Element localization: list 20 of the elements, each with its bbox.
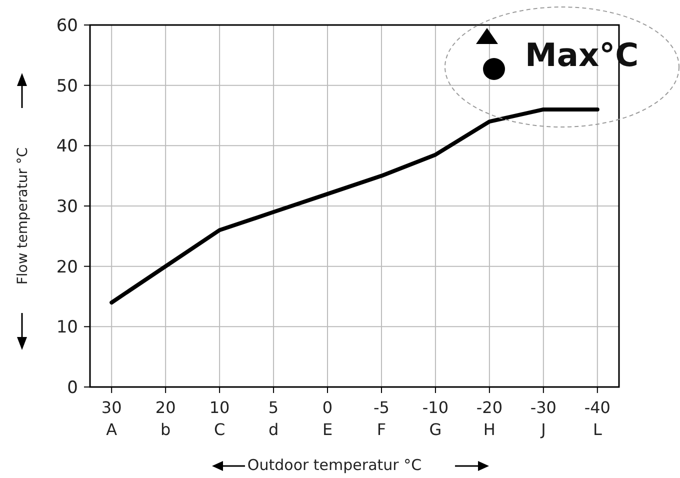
y-tick-label: 0 <box>67 378 78 398</box>
y-axis-title: Flow temperatur °C <box>15 147 31 285</box>
y-tick-label: 10 <box>56 318 78 338</box>
x-tick-label: 20 b <box>155 398 176 439</box>
x-tick-label: 0 E <box>322 398 333 439</box>
x-tick-label: -10 G <box>422 398 449 439</box>
x-tick-label: -40 L <box>584 398 610 439</box>
y-tick-label: 30 <box>56 196 78 217</box>
x-axis-title: Outdoor temperatur °C <box>247 456 422 474</box>
y-tick-label: 20 <box>56 257 78 278</box>
y-tick-label: 50 <box>56 76 78 96</box>
x-tick-label: 30 A <box>101 398 122 439</box>
x-tick-label: -30 J <box>530 398 556 439</box>
x-tick-label: -20 H <box>476 398 503 439</box>
y-tick-label: 60 <box>56 16 78 36</box>
x-tick-label: 5 d <box>268 398 279 439</box>
y-tick-label: 40 <box>56 136 78 157</box>
x-tick-label: 10 C <box>209 398 230 439</box>
x-tick-label: -5 F <box>374 398 390 439</box>
line-series <box>110 107 600 305</box>
